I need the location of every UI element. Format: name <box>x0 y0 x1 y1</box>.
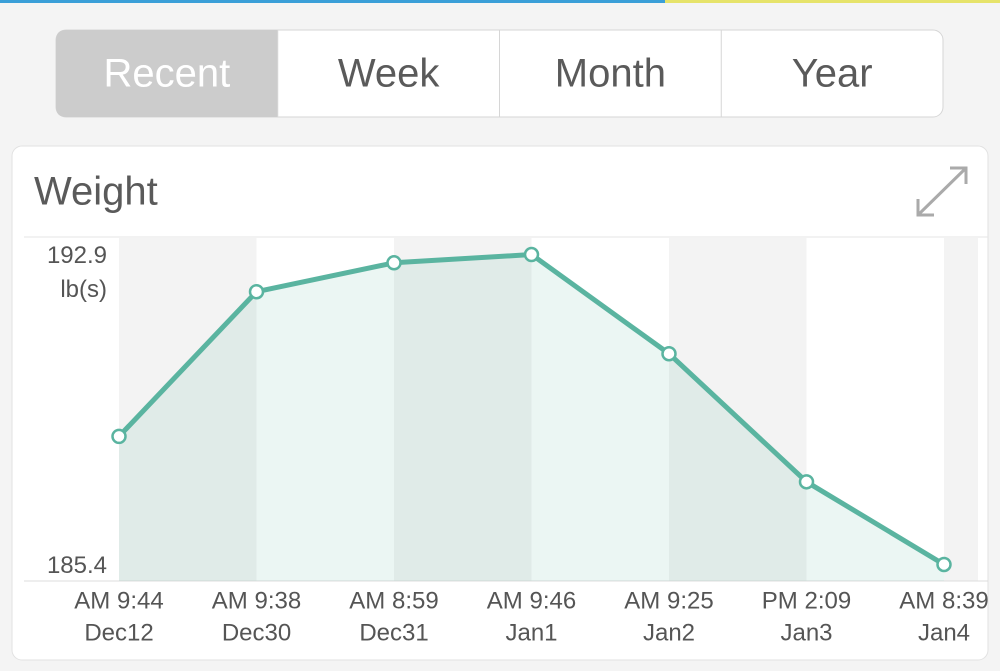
x-tick-label: Jan4 <box>918 619 970 646</box>
tab[interactable]: Month <box>555 52 666 96</box>
point <box>936 556 952 573</box>
x-tick-label: Jan3 <box>780 619 832 646</box>
x-tick-label: Dec12 <box>84 619 153 646</box>
x-tick-time: AM 9:25 <box>624 587 713 614</box>
column-band <box>669 238 807 581</box>
x-tick-label: Dec31 <box>359 619 428 646</box>
progress-stripe <box>665 0 1000 3</box>
tab-selected-bg <box>56 30 278 117</box>
point <box>248 283 265 300</box>
column-band <box>256 238 394 581</box>
x-tick-time: AM 9:38 <box>212 587 301 614</box>
x-tick-time: AM 9:44 <box>74 587 163 614</box>
column-band <box>394 238 532 581</box>
point <box>386 255 402 271</box>
point <box>111 428 127 445</box>
y-tick-label: 185.4 <box>47 552 107 579</box>
y-unit: lb(s) <box>60 276 107 303</box>
tab-bar: Recent Week Month Year <box>55 29 944 118</box>
x-tick-time: AM 9:46 <box>487 587 576 614</box>
tab[interactable]: Recent <box>104 52 231 96</box>
y-tick-label: 192.9 <box>47 242 107 269</box>
column-band <box>944 238 978 581</box>
plot: 185.4 192.9 lb(s) AM 9:44 Dec12 AM 9:38 Dec30 A… <box>24 238 989 646</box>
x-tick-time: PM 2:09 <box>762 587 851 614</box>
x-tick-label: Jan1 <box>505 619 557 646</box>
x-tick-time: AM 8:59 <box>349 587 438 614</box>
x-tick-label: Dec30 <box>222 619 291 646</box>
expand-icon[interactable] <box>916 166 968 217</box>
area <box>119 254 944 581</box>
tab[interactable]: Week <box>338 52 441 96</box>
column-band <box>531 238 669 581</box>
progress-stripe <box>0 0 665 3</box>
point <box>661 345 677 362</box>
point <box>798 474 815 490</box>
point <box>523 246 540 263</box>
x-tick-time: AM 8:39 <box>899 587 988 614</box>
card-title: Weight <box>34 170 158 214</box>
x-tick-label: Jan2 <box>643 619 695 646</box>
tab[interactable]: Year <box>792 52 873 96</box>
